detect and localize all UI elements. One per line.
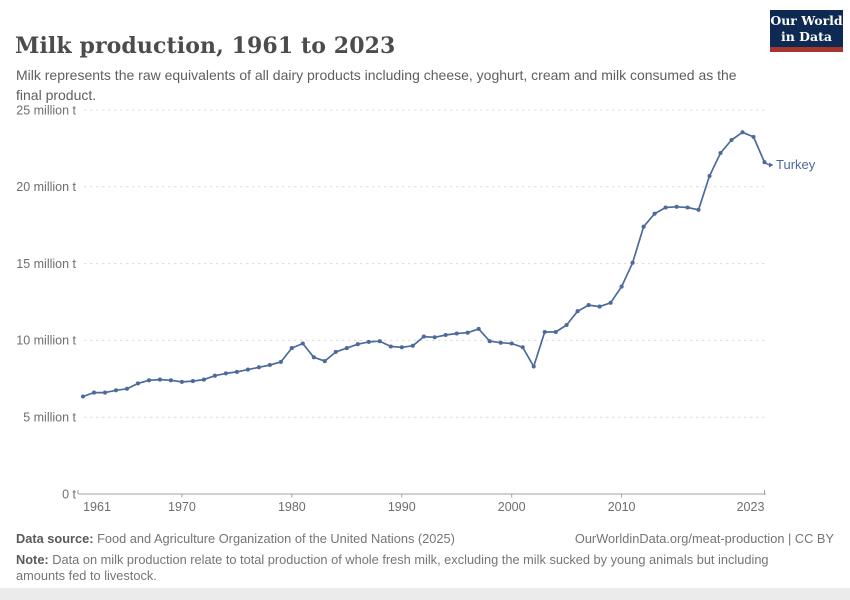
x-tick-label: 1970 — [168, 500, 196, 514]
data-point[interactable] — [168, 378, 173, 383]
page-title: Milk production, 1961 to 2023 — [15, 32, 396, 59]
chart-subtitle: Milk represents the raw equivalents of a… — [16, 67, 737, 103]
data-point[interactable] — [498, 340, 503, 345]
data-point[interactable] — [520, 345, 525, 350]
data-point[interactable] — [630, 260, 635, 265]
owid-logo-box: Our World in Data — [770, 10, 843, 47]
data-point[interactable] — [322, 359, 327, 364]
data-point[interactable] — [201, 377, 206, 382]
label-connector-arrow — [769, 162, 774, 168]
data-point[interactable] — [465, 330, 470, 335]
note-label: Note: — [16, 552, 49, 567]
data-point[interactable] — [212, 373, 217, 378]
y-tick-label: 25 million t — [16, 103, 76, 117]
data-point[interactable] — [278, 359, 283, 364]
data-source-text: Food and Agriculture Organization of the… — [93, 531, 455, 546]
data-point[interactable] — [597, 304, 602, 309]
note-text: Data on milk production relate to total … — [16, 552, 769, 584]
data-point[interactable] — [157, 377, 162, 382]
data-source-label: Data source: — [16, 531, 94, 546]
x-tick-label: 1980 — [278, 500, 306, 514]
owid-logo-accent-bar — [770, 47, 843, 52]
data-point[interactable] — [454, 331, 459, 336]
data-point[interactable] — [102, 390, 108, 395]
data-point[interactable] — [696, 207, 701, 212]
data-point[interactable] — [179, 379, 184, 384]
data-point[interactable] — [751, 134, 756, 139]
data-point[interactable] — [355, 342, 360, 347]
data-point[interactable] — [443, 332, 448, 338]
data-point[interactable] — [344, 346, 349, 351]
data-point[interactable] — [91, 390, 97, 395]
label-connector — [765, 162, 770, 166]
data-point[interactable] — [410, 343, 415, 348]
owid-logo[interactable]: Our World in Data — [770, 10, 843, 52]
data-point[interactable] — [267, 362, 272, 368]
data-point[interactable] — [487, 339, 492, 344]
data-point[interactable] — [366, 339, 371, 344]
data-point[interactable] — [542, 329, 547, 335]
owid-logo-line2: in Data — [780, 28, 832, 44]
data-point[interactable] — [190, 379, 195, 384]
chart-note: Note: Data on milk production relate to … — [16, 552, 816, 585]
data-point[interactable] — [113, 388, 119, 393]
data-point[interactable] — [377, 339, 382, 344]
owid-logo-line1: Our World — [770, 12, 843, 28]
owid-url-link[interactable]: OurWorldinData.org/meat-production | CC … — [574, 531, 834, 546]
data-point[interactable] — [531, 364, 536, 369]
data-point[interactable] — [432, 335, 437, 340]
data-point[interactable] — [707, 173, 712, 179]
data-point[interactable] — [146, 378, 152, 383]
data-point[interactable] — [608, 300, 613, 305]
data-point[interactable] — [80, 394, 86, 399]
data-point[interactable] — [553, 329, 558, 335]
data-point[interactable] — [663, 205, 668, 210]
data-point[interactable] — [421, 334, 426, 339]
x-tick-label: 2000 — [498, 500, 526, 514]
data-point[interactable] — [575, 309, 580, 314]
y-tick-label: 20 million t — [16, 180, 76, 194]
data-point[interactable] — [564, 322, 569, 328]
data-point[interactable] — [124, 386, 130, 391]
data-point[interactable] — [674, 204, 679, 209]
data-point[interactable] — [399, 345, 404, 350]
data-point[interactable] — [641, 224, 646, 229]
entity-label-turkey[interactable]: Turkey — [776, 157, 816, 172]
data-point[interactable] — [388, 344, 393, 349]
data-source-line: Data source: Food and Agriculture Organi… — [16, 531, 455, 546]
data-point[interactable] — [718, 150, 723, 156]
data-point[interactable] — [652, 211, 657, 216]
data-point[interactable] — [619, 284, 624, 289]
data-point[interactable] — [586, 303, 591, 308]
data-point[interactable] — [311, 355, 316, 360]
x-tick-label: 2010 — [608, 500, 636, 514]
series-line-turkey[interactable] — [82, 131, 766, 398]
data-point[interactable] — [685, 205, 690, 210]
data-point[interactable] — [256, 365, 261, 370]
data-point[interactable] — [476, 326, 481, 331]
data-point[interactable] — [300, 341, 305, 346]
data-point[interactable] — [729, 137, 734, 143]
y-tick-label: 15 million t — [16, 257, 76, 271]
data-point[interactable] — [245, 367, 250, 372]
data-point[interactable] — [234, 369, 239, 374]
y-tick-label: 0 t — [62, 487, 76, 501]
x-tick-label: 2023 — [737, 500, 765, 514]
data-point[interactable] — [509, 341, 514, 346]
data-point[interactable] — [289, 346, 294, 351]
data-point[interactable] — [740, 130, 745, 135]
data-point[interactable] — [333, 349, 338, 354]
x-tick-label: 1961 — [83, 500, 111, 514]
x-tick-label: 1990 — [388, 500, 416, 514]
data-point[interactable] — [135, 381, 141, 386]
bottom-strip — [0, 588, 850, 600]
y-tick-label: 5 million t — [23, 411, 76, 425]
y-tick-label: 10 million t — [16, 334, 76, 348]
data-point[interactable] — [223, 371, 228, 376]
